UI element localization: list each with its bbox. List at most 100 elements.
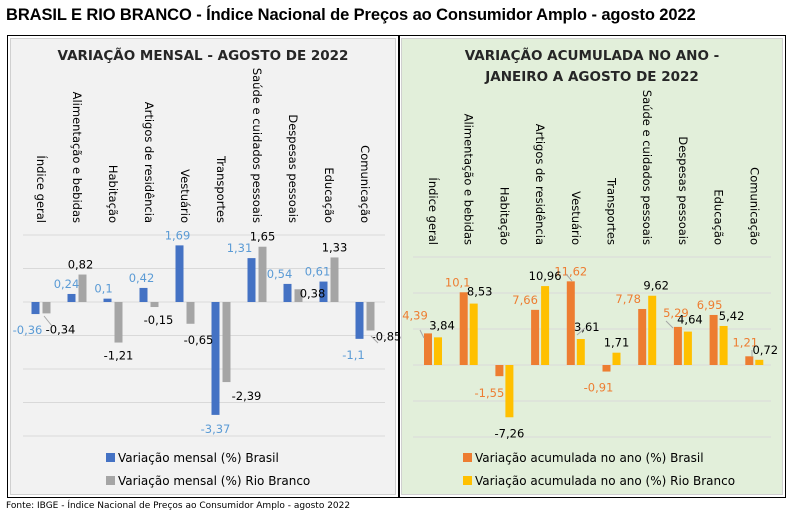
accumulated-chart-panel — [401, 38, 783, 495]
monthly-category-label: Saúde e cuidados pessoais — [250, 68, 264, 223]
accumulated-bar-brasil — [673, 326, 682, 365]
accumulated-category-label: Saúde e cuidados pessoais — [640, 90, 654, 245]
monthly-bar-rio-branco — [114, 302, 123, 343]
accumulated-data-label-rio-branco: 4,64 — [677, 313, 703, 327]
accumulated-category-label: Educação — [712, 189, 726, 245]
accumulated-data-label-brasil: 10,1 — [445, 275, 471, 289]
monthly-data-label-rio-branco: -0,85 — [372, 329, 402, 343]
accumulated-data-label-brasil: -0,91 — [584, 381, 614, 395]
monthly-chart-title: VARIAÇÃO MENSAL - AGOSTO DE 2022 — [58, 47, 349, 64]
accumulated-data-label-rio-branco: 10,96 — [529, 269, 562, 283]
data-label-leader-line — [370, 335, 379, 344]
monthly-bar-rio-branco — [222, 302, 231, 383]
monthly-data-label-rio-branco: -0,65 — [184, 333, 214, 347]
monthly-category-label: Habitação — [106, 165, 120, 223]
accumulated-bar-brasil — [638, 308, 647, 365]
accumulated-bar-brasil — [531, 309, 540, 365]
monthly-data-label-brasil: 1,31 — [227, 241, 253, 255]
accumulated-data-label-brasil: 1,21 — [732, 335, 758, 349]
monthly-legend-swatch-rio-branco — [106, 476, 115, 485]
monthly-bar-brasil — [319, 281, 328, 302]
monthly-data-label-rio-branco: 0,82 — [68, 258, 94, 272]
accumulated-data-label-brasil: -1,55 — [475, 386, 505, 400]
accumulated-data-label-rio-branco: 5,42 — [719, 309, 745, 323]
accumulated-category-label: Habitação — [497, 187, 511, 245]
monthly-category-label: Despesas pessoais — [286, 114, 300, 223]
accumulated-data-label-rio-branco: 0,72 — [752, 343, 778, 357]
accumulated-bar-rio-branco — [683, 331, 692, 365]
data-label-leader-line — [665, 320, 674, 329]
accumulated-chart-title: VARIAÇÃO ACUMULADA NO ANO - — [465, 47, 720, 64]
accumulated-bar-brasil — [602, 365, 611, 372]
accumulated-category-label: Transportes — [605, 177, 619, 245]
accumulated-bar-rio-branco — [719, 325, 728, 365]
accumulated-bar-brasil — [745, 356, 754, 365]
accumulated-bar-brasil — [495, 365, 504, 377]
accumulated-data-label-rio-branco: 3,61 — [574, 320, 600, 334]
accumulated-data-label-brasil: 4,39 — [402, 308, 428, 322]
monthly-category-label: Transportes — [214, 155, 228, 223]
monthly-bar-rio-branco — [366, 302, 375, 331]
monthly-data-label-brasil: -1,1 — [342, 348, 364, 362]
monthly-category-label: Comunicação — [358, 145, 372, 223]
monthly-category-label: Índice geral — [34, 155, 49, 223]
monthly-data-label-brasil: 0,1 — [94, 282, 112, 296]
monthly-legend-label-rio-branco: Variação mensal (%) Rio Branco — [118, 474, 310, 488]
accumulated-bar-brasil — [459, 292, 468, 365]
monthly-data-label-rio-branco: -2,39 — [232, 389, 262, 403]
monthly-bar-rio-branco — [150, 302, 159, 308]
monthly-bar-brasil — [283, 283, 292, 302]
monthly-bar-brasil — [139, 287, 148, 302]
accumulated-legend-swatch-brasil — [463, 453, 472, 462]
monthly-legend-swatch-brasil — [106, 453, 115, 462]
monthly-bar-brasil — [211, 302, 220, 415]
accumulated-legend-label-brasil: Variação acumulada no ano (%) Brasil — [475, 451, 704, 465]
accumulated-bar-rio-branco — [469, 303, 478, 365]
monthly-data-label-rio-branco: -1,21 — [104, 349, 134, 363]
accumulated-bar-rio-branco — [541, 286, 550, 365]
accumulated-category-label: Índice geral — [426, 177, 441, 245]
monthly-bar-brasil — [355, 302, 364, 339]
monthly-data-label-rio-branco: -0,15 — [144, 313, 174, 327]
accumulated-bar-rio-branco — [505, 365, 514, 418]
monthly-bar-brasil — [247, 258, 256, 302]
monthly-category-label: Vestuário — [178, 169, 192, 223]
monthly-bar-brasil — [103, 298, 112, 302]
accumulated-data-label-rio-branco: 9,62 — [643, 279, 669, 293]
monthly-bar-rio-branco — [78, 274, 87, 302]
monthly-category-label: Educação — [322, 167, 336, 223]
accumulated-data-label-brasil: 6,95 — [697, 298, 723, 312]
monthly-bar-brasil — [31, 302, 40, 315]
accumulated-bar-rio-branco — [576, 339, 585, 365]
accumulated-legend-label-rio-branco: Variação acumulada no ano (%) Rio Branco — [475, 474, 735, 488]
monthly-bar-rio-branco — [42, 302, 51, 314]
monthly-bar-rio-branco — [186, 302, 195, 324]
monthly-data-label-brasil: 0,61 — [305, 265, 331, 279]
monthly-data-label-rio-branco: 0,38 — [300, 286, 326, 300]
monthly-data-label-brasil: 1,69 — [165, 228, 191, 242]
accumulated-category-label: Artigos de residência — [533, 124, 547, 245]
accumulated-category-label: Comunicação — [747, 167, 761, 245]
monthly-category-label: Artigos de residência — [142, 102, 156, 223]
monthly-data-label-rio-branco: -0,34 — [46, 322, 76, 336]
panel-divider — [398, 35, 400, 498]
monthly-data-label-brasil: 0,42 — [129, 271, 155, 285]
monthly-bar-brasil — [175, 245, 184, 302]
accumulated-data-label-rio-branco: -7,26 — [495, 426, 525, 440]
accumulated-category-label: Alimentação e bebidas — [462, 114, 476, 245]
accumulated-data-label-brasil: 7,66 — [512, 293, 538, 307]
accumulated-category-label: Despesas pessoais — [676, 136, 690, 245]
accumulated-data-label-brasil: 5,29 — [663, 306, 689, 320]
monthly-data-label-brasil: 0,54 — [267, 267, 293, 281]
accumulated-bar-rio-branco — [648, 295, 657, 365]
accumulated-data-label-rio-branco: 1,71 — [604, 336, 630, 350]
accumulated-data-label-brasil: 7,78 — [615, 292, 641, 306]
monthly-bar-rio-branco — [294, 289, 303, 302]
accumulated-bar-brasil — [709, 314, 718, 365]
monthly-data-label-brasil: 0,24 — [54, 277, 80, 291]
data-label-leader-line — [576, 327, 586, 336]
data-label-leader-line — [565, 273, 573, 282]
monthly-category-label: Alimentação e bebidas — [70, 92, 84, 223]
monthly-data-label-rio-branco: 1,33 — [322, 240, 348, 254]
